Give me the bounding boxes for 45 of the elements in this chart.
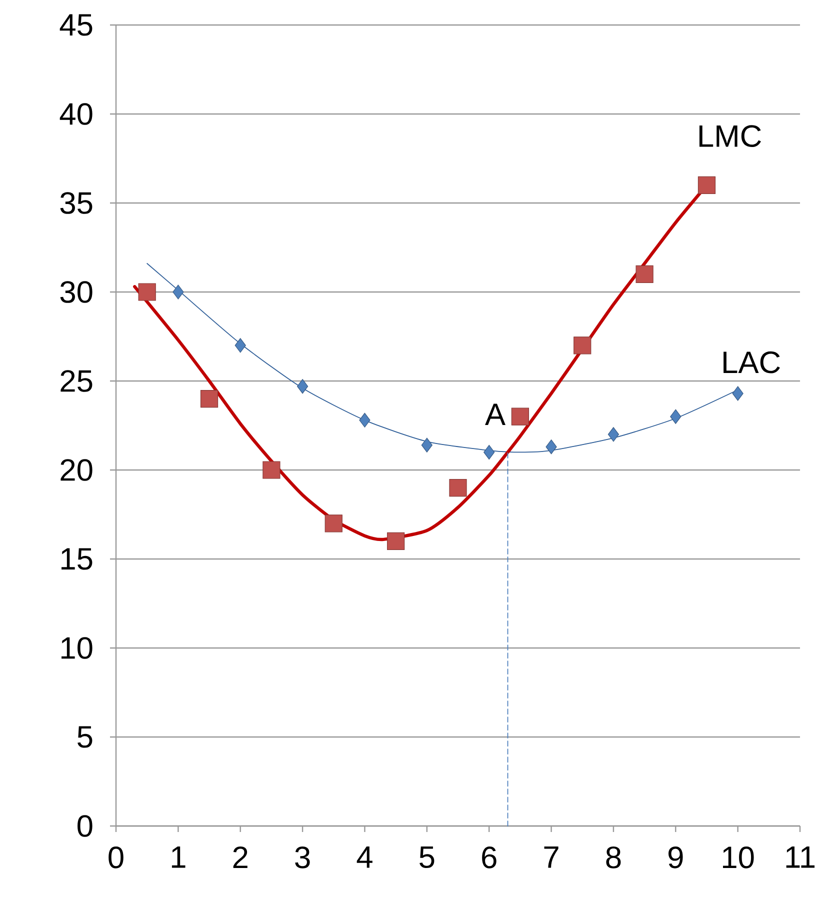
- point: [608, 427, 620, 442]
- point: [698, 176, 716, 194]
- x-tick-label: 6: [482, 846, 496, 868]
- point: [511, 408, 529, 426]
- y-tick-label: 40: [60, 103, 92, 125]
- point: [234, 338, 246, 353]
- x-tick-label: 10: [723, 846, 754, 868]
- y-tick-label: 0: [78, 815, 92, 837]
- point: [449, 478, 467, 497]
- x-tick-label: 9: [668, 846, 683, 868]
- x-tick-label: 4: [356, 846, 372, 868]
- point: [359, 412, 370, 428]
- point: [138, 283, 156, 301]
- y-tick-label: 45: [60, 14, 92, 36]
- x-tick-label: 0: [108, 846, 124, 868]
- x-tick-label: 11: [786, 846, 815, 868]
- y-tick-label: 35: [60, 192, 92, 214]
- point: [484, 444, 495, 460]
- point: [732, 386, 744, 401]
- point: [200, 390, 218, 408]
- x-tick-label: 1: [172, 846, 186, 868]
- point: [574, 336, 592, 354]
- y-tick-label: 20: [60, 459, 92, 481]
- point: [324, 514, 342, 532]
- point: [262, 461, 280, 479]
- x-tick-label: 3: [295, 846, 310, 868]
- point: [670, 409, 682, 424]
- series-label: LMC: [699, 125, 761, 147]
- point: [172, 284, 184, 300]
- point: [636, 265, 654, 283]
- y-tick-label: 15: [62, 548, 92, 570]
- series-label: LAC: [724, 351, 780, 374]
- x-tick-label: 2: [233, 846, 248, 868]
- y-tick-label: 10: [62, 637, 92, 659]
- y-tick-label: 25: [60, 370, 92, 392]
- y-tick-label: 30: [60, 281, 92, 303]
- annotation: A: [485, 404, 506, 425]
- point: [387, 532, 405, 550]
- x-tick-label: 8: [606, 846, 621, 868]
- x-tick-label: 7: [544, 846, 558, 868]
- point: [296, 379, 308, 394]
- point: [421, 438, 432, 452]
- point: [546, 440, 557, 454]
- y-tick-label: 5: [78, 726, 92, 748]
- x-tick-label: 5: [420, 846, 434, 868]
